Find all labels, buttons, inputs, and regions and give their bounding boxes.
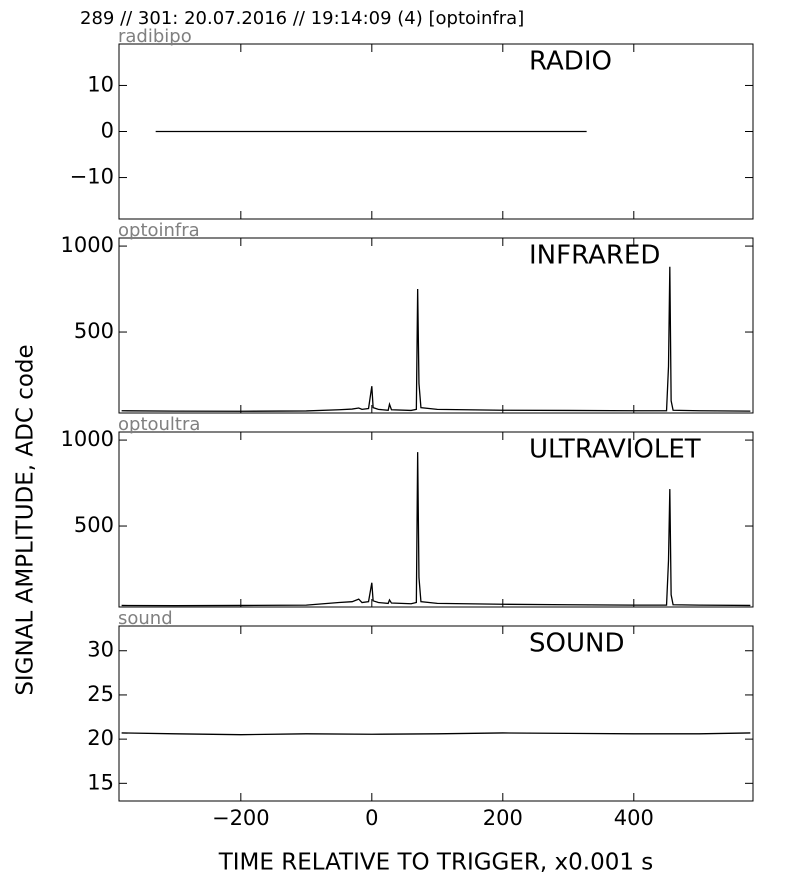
source-label: sound (118, 608, 173, 629)
panel-label: INFRARED (529, 241, 660, 271)
x-tick-label: 0 (365, 806, 378, 830)
y-tick-label: −10 (70, 165, 114, 189)
y-axis-label: SIGNAL AMPLITUDE, ADC code (13, 344, 39, 695)
source-label: radibipo (118, 26, 192, 47)
chart-title: 289 // 301: 20.07.2016 // 19:14:09 (4) [… (80, 8, 524, 29)
y-tick-label: 20 (87, 726, 114, 750)
data-line (121, 452, 751, 607)
y-tick-label: 15 (87, 770, 114, 794)
y-tick-label: 25 (87, 682, 114, 706)
y-tick-label: 1000 (61, 427, 114, 451)
y-tick-label: 500 (74, 319, 114, 343)
panel-frame (118, 625, 754, 802)
panel-frame (118, 237, 754, 414)
source-label: optoinfra (118, 220, 200, 241)
x-tick-label: 400 (614, 806, 654, 830)
source-label: optoultra (118, 414, 200, 435)
y-tick-label: 30 (87, 638, 114, 662)
panel-frame (118, 431, 754, 608)
x-axis-label: TIME RELATIVE TO TRIGGER, x0.001 s (218, 850, 654, 876)
panel-label: ULTRAVIOLET (529, 435, 701, 465)
x-tick-label: −200 (212, 806, 270, 830)
panel-label: RADIO (529, 47, 612, 77)
data-line (121, 266, 751, 412)
y-tick-label: 500 (74, 513, 114, 537)
x-tick-label: 200 (483, 806, 523, 830)
data-line (121, 732, 751, 736)
panel-label: SOUND (529, 629, 624, 659)
y-tick-label: 0 (101, 119, 114, 143)
y-tick-label: 1000 (61, 233, 114, 257)
y-tick-label: 10 (87, 72, 114, 96)
